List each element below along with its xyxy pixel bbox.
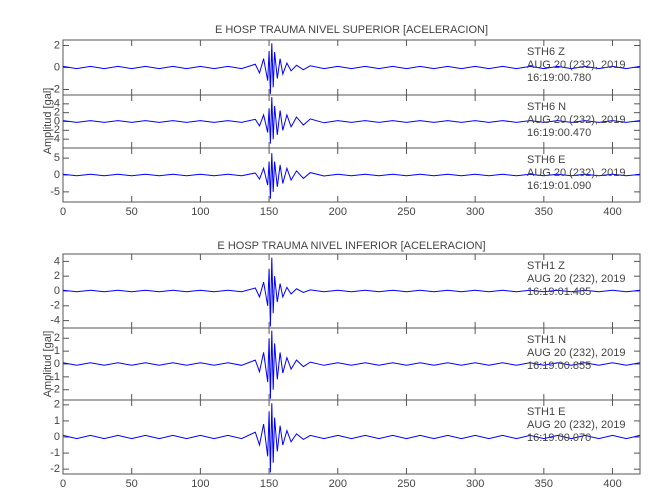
waveform [62,97,641,144]
y-tick-label: 0 [54,358,60,370]
x-tick-label: 0 [60,478,66,490]
y-tick-label: 5 [54,152,60,164]
y-tick-label: 2 [54,399,60,411]
y-tick-label: -2 [50,384,60,396]
station-label: STH1 E [527,406,566,418]
x-tick-label: 50 [126,206,138,218]
station-label: STH6 E [527,154,566,166]
y-tick-label: 0 [54,115,60,127]
y-tick-label: 2 [54,332,60,344]
y-tick-label: -2 [50,300,60,312]
y-tick-label: 0 [54,61,60,73]
date-label: AUG 20 (232), 2019 [527,167,625,179]
y-tick-label: -4 [50,133,60,145]
station-label: STH6 N [527,101,566,113]
x-tick-label: 400 [603,206,621,218]
waveform [62,257,641,327]
x-tick-label: 400 [603,478,621,490]
x-tick-label: 200 [329,478,347,490]
x-tick-label: 250 [397,206,415,218]
chart-title: E HOSP TRAUMA NIVEL SUPERIOR [ACELERACIO… [215,24,488,36]
time-label: 16:19:01.090 [527,180,591,192]
x-tick-label: 100 [191,478,209,490]
station-label: STH6 Z [527,46,565,58]
date-label: AUG 20 (232), 2019 [527,114,625,126]
x-tick-label: 150 [260,478,278,490]
y-axis-label: Amplitud [gal] [42,88,54,155]
y-tick-label: 0 [54,285,60,297]
y-tick-label: -1 [50,447,60,459]
y-tick-label: -2 [50,83,60,95]
waveform [62,43,641,94]
time-label: 16:19:00.780 [527,72,591,84]
x-tick-label: 250 [397,478,415,490]
y-tick-label: 1 [54,415,60,427]
time-label: 16:19:00.070 [527,432,591,444]
date-label: AUG 20 (232), 2019 [527,59,625,71]
y-tick-label: -2 [50,124,60,136]
y-tick-label: -4 [50,315,60,327]
y-tick-label: 0 [54,169,60,181]
time-label: 16:19:01.485 [527,286,591,298]
waveform [62,403,641,473]
station-label: STH1 Z [527,260,565,272]
time-label: 16:19:00.470 [527,127,591,139]
y-tick-label: 2 [54,270,60,282]
y-tick-label: 1 [54,345,60,357]
y-tick-label: 2 [54,39,60,51]
x-tick-label: 300 [466,478,484,490]
chart-title: E HOSP TRAUMA NIVEL INFERIOR [ACELERACIO… [217,240,485,252]
waveform [62,153,641,199]
y-tick-label: 4 [54,255,60,267]
waveform [62,330,641,399]
x-tick-label: 100 [191,206,209,218]
date-label: AUG 20 (232), 2019 [527,273,625,285]
x-tick-label: 50 [126,478,138,490]
y-tick-label: -2 [50,463,60,475]
x-tick-label: 200 [329,206,347,218]
x-tick-label: 300 [466,206,484,218]
x-tick-label: 350 [535,478,553,490]
x-tick-label: 350 [535,206,553,218]
y-axis-label: Amplitud [gal] [42,331,54,398]
x-tick-label: 0 [60,206,66,218]
y-tick-label: -1 [50,371,60,383]
y-tick-label: 0 [54,431,60,443]
y-tick-label: 2 [54,107,60,119]
date-label: AUG 20 (232), 2019 [527,419,625,431]
x-tick-label: 150 [260,206,278,218]
y-tick-label: -5 [50,186,60,198]
date-label: AUG 20 (232), 2019 [527,347,625,359]
y-tick-label: 4 [54,98,60,110]
station-label: STH1 N [527,334,566,346]
time-label: 16:19:00.855 [527,360,591,372]
